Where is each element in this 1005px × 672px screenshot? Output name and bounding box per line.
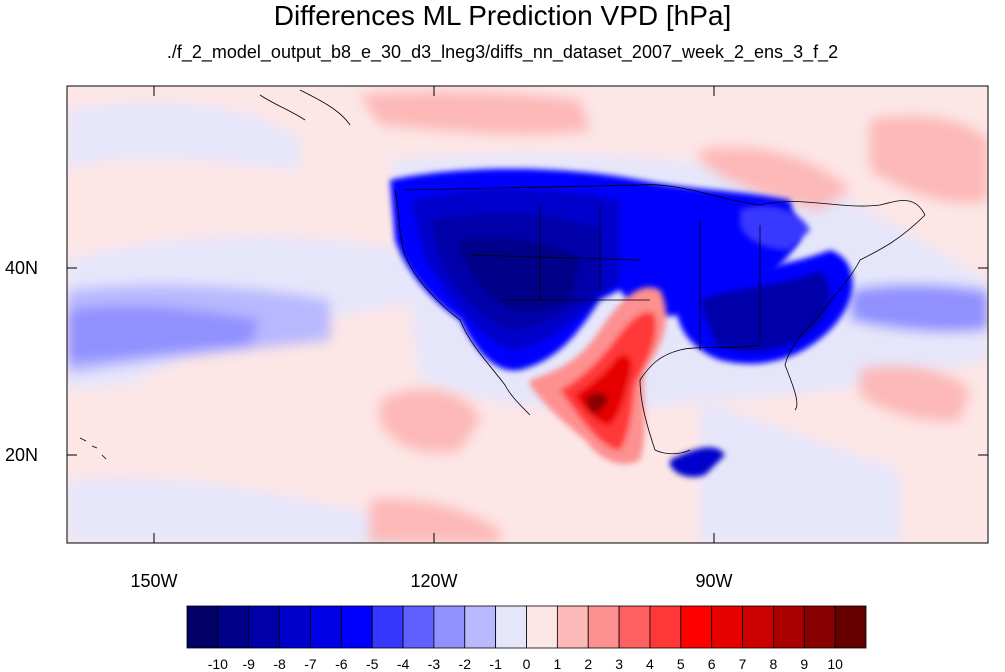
colorbar-swatch (711, 605, 743, 649)
colorbar-swatch (464, 605, 497, 649)
colorbar-swatch (803, 605, 836, 649)
x-tick-label-90w: 90W (695, 571, 732, 591)
colorbar-label: 3 (615, 656, 623, 672)
colorbar-label: 0 (523, 656, 531, 672)
colorbar-label: 4 (646, 656, 654, 672)
colorbar-swatch (680, 605, 713, 649)
colorbar-swatch (310, 605, 342, 649)
vpd-difference-field (67, 86, 988, 543)
y-tick-label-20n: 20N (5, 445, 38, 465)
colorbar-swatch (217, 605, 250, 649)
colorbar-swatch (526, 605, 558, 649)
colorbar: -10 -9 -8 -7 -6 -5 -4 -3 -2 -1 0 1 2 3 4 5 6 7 8 9 10 (186, 605, 867, 672)
colorbar-label: -3 (428, 656, 441, 672)
colorbar-swatch (371, 605, 404, 649)
colorbar-label: -4 (397, 656, 410, 672)
map-title: Differences ML Prediction VPD [hPa] (273, 0, 732, 31)
colorbar-label: 5 (677, 656, 685, 672)
y-tick-label-40n: 40N (5, 258, 38, 278)
colorbar-label: -8 (273, 656, 286, 672)
colorbar-label: 6 (708, 656, 716, 672)
colorbar-label: 8 (770, 656, 778, 672)
colorbar-swatch (248, 605, 280, 649)
colorbar-label: 7 (739, 656, 747, 672)
x-tick-label-150w: 150W (130, 571, 177, 591)
colorbar-swatch (186, 605, 219, 649)
colorbar-label: -5 (366, 656, 379, 672)
colorbar-label: 10 (827, 656, 843, 672)
colorbar-label: -7 (304, 656, 317, 672)
colorbar-swatch (556, 605, 589, 649)
colorbar-swatch (618, 605, 651, 649)
colorbar-swatch (649, 605, 682, 649)
colorbar-label: 1 (553, 656, 561, 672)
colorbar-swatch (587, 605, 620, 649)
x-tick-label-120w: 120W (410, 571, 457, 591)
map-subtitle: ./f_2_model_output_b8_e_30_d3_lneg3/diff… (166, 42, 839, 62)
colorbar-label: 9 (800, 656, 808, 672)
colorbar-label: -1 (489, 656, 502, 672)
colorbar-swatch (279, 605, 311, 649)
colorbar-swatch (495, 605, 527, 649)
colorbar-swatch (402, 605, 435, 649)
colorbar-swatch (773, 605, 805, 649)
colorbar-label: -2 (459, 656, 472, 672)
colorbar-label: -6 (335, 656, 348, 672)
colorbar-swatch (340, 605, 373, 649)
colorbar-label: -9 (243, 656, 256, 672)
colorbar-swatch (742, 605, 774, 649)
colorbar-swatch (834, 605, 867, 649)
colorbar-label: -10 (208, 656, 228, 672)
colorbar-swatch (433, 605, 466, 649)
colorbar-label: 2 (584, 656, 592, 672)
axis-ticks (67, 86, 988, 543)
